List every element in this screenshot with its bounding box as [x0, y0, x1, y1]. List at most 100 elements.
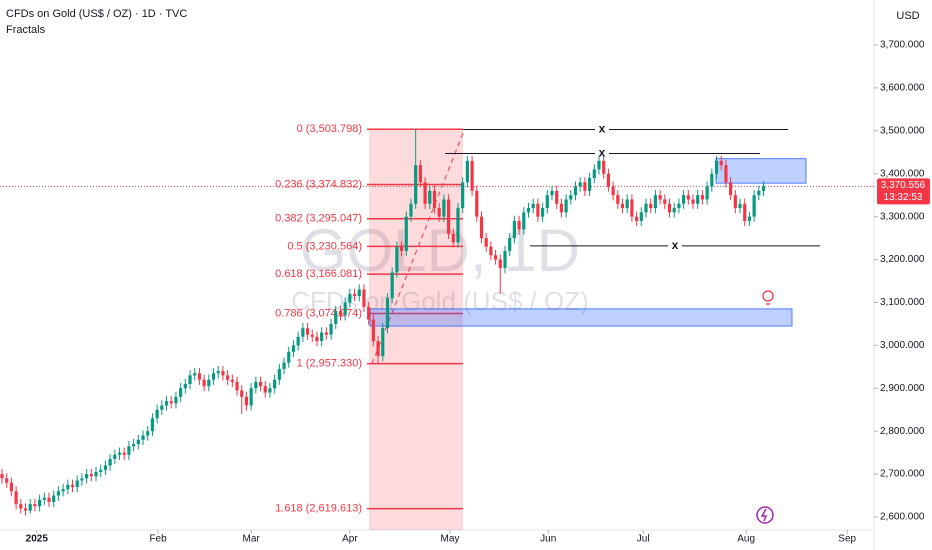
level-marker: x	[599, 146, 606, 160]
candle-body	[127, 446, 131, 455]
candle-body	[724, 165, 728, 183]
y-tick-label: 2,900.000	[880, 383, 925, 394]
candle-body	[653, 195, 658, 209]
candle-body	[611, 186, 615, 196]
y-tick-label: 3,500.000	[880, 125, 925, 136]
candle-body	[254, 381, 258, 389]
candle-body	[371, 319, 375, 342]
candle-body	[644, 203, 648, 213]
candle-body	[47, 497, 51, 502]
candle-body	[489, 246, 493, 256]
candle-body	[710, 173, 714, 187]
candle-body	[526, 208, 531, 213]
candle-body	[89, 474, 93, 477]
x-tick-label: Mar	[243, 534, 261, 545]
candle-body	[197, 373, 202, 380]
candle-body	[202, 379, 206, 387]
y-tick-label: 3,600.000	[880, 83, 925, 94]
candle-body	[367, 306, 371, 320]
candle-body	[761, 186, 766, 191]
idea-icon	[762, 290, 774, 302]
fib-label: 0.382 (3,295.047)	[275, 213, 362, 225]
candle-body	[258, 381, 263, 387]
candle-body	[268, 388, 272, 393]
candle-body	[188, 375, 192, 384]
candle-body	[296, 336, 300, 346]
candle-body	[423, 182, 427, 204]
watermark-symbol: GOLD, 1D	[300, 217, 580, 284]
y-tick-label: 2,800.000	[880, 426, 925, 437]
candle-body	[635, 216, 639, 221]
fib-label: 0.5 (3,230.564)	[287, 240, 362, 252]
candle-body	[23, 508, 28, 511]
candle-body	[588, 178, 592, 191]
candle-body	[432, 190, 437, 209]
y-tick-label: 3,100.000	[880, 297, 925, 308]
candle-body	[409, 203, 413, 217]
candle-body	[0, 474, 4, 479]
indicator-name: Fractals	[6, 24, 46, 36]
currency: USD	[896, 10, 919, 22]
candle-body	[230, 379, 234, 382]
candle-body	[66, 484, 70, 490]
candle-body	[108, 459, 112, 466]
candle-body	[235, 381, 239, 391]
candle-body	[390, 272, 394, 299]
candle-body	[564, 199, 568, 213]
candle-body	[150, 418, 155, 432]
candle-body	[183, 383, 187, 389]
candle-body	[80, 478, 84, 481]
candle-body	[14, 491, 18, 505]
candle-body	[733, 195, 737, 209]
candle-body	[75, 480, 79, 487]
candle-body	[616, 195, 620, 204]
candle-body	[465, 160, 469, 183]
candle-body	[381, 328, 385, 357]
candle-body	[301, 328, 305, 337]
candle-body	[244, 396, 249, 406]
candle-body	[216, 371, 220, 374]
candle-body	[263, 386, 267, 393]
candle-body	[320, 332, 324, 342]
candle-body	[240, 390, 244, 397]
candle-body	[305, 328, 310, 335]
candle-body	[85, 474, 89, 479]
candle-body	[602, 160, 606, 174]
candle-body	[503, 250, 507, 269]
candle-body	[348, 293, 352, 303]
candle-body	[122, 452, 126, 455]
zone	[369, 308, 793, 327]
candle-body	[493, 255, 498, 260]
price-tag	[877, 178, 930, 205]
candle-body	[442, 199, 446, 217]
candle-body	[33, 504, 37, 507]
fib-label: 1 (2,957.330)	[297, 358, 362, 370]
candle-body	[729, 182, 733, 196]
candle-body	[56, 491, 61, 496]
candle-body	[691, 199, 695, 204]
candle-body	[324, 332, 328, 335]
candle-body	[249, 388, 253, 406]
fib-label: 0.236 (3,374.832)	[275, 178, 362, 190]
x-tick-label: Jul	[637, 534, 650, 545]
candle-body	[672, 208, 676, 213]
candle-body	[9, 482, 14, 492]
candle-body	[531, 203, 535, 209]
candle-body	[606, 173, 611, 187]
candle-body	[719, 160, 723, 166]
candle-body	[479, 216, 484, 239]
candle-body	[273, 379, 277, 389]
candle-body	[70, 484, 75, 487]
candle-body	[343, 302, 347, 316]
candle-body	[517, 220, 521, 230]
candle-body	[113, 454, 117, 460]
candle-body	[649, 203, 653, 209]
candle-body	[536, 203, 540, 217]
x-tick-label: 2025	[26, 534, 49, 545]
candle-body	[592, 169, 596, 179]
y-tick-label: 2,600.000	[880, 512, 925, 523]
candle-body	[747, 216, 752, 221]
candle-body	[545, 195, 549, 209]
